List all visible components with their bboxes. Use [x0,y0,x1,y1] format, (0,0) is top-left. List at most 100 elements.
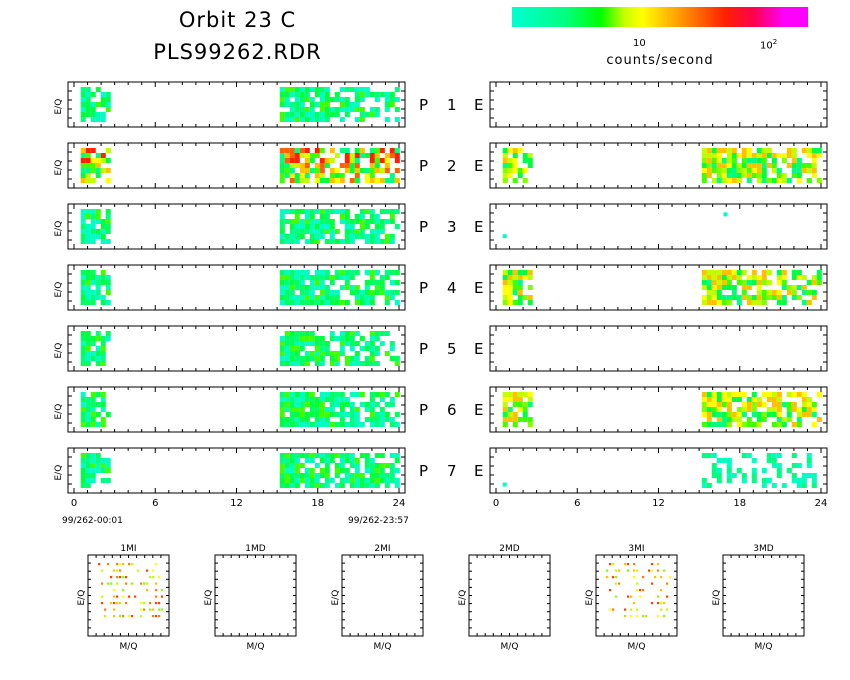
e-panel-2-cell [736,168,742,173]
e-panel-7-cell [791,463,797,468]
p-panel-7-cell [294,453,300,458]
e-panel-6-cell [512,392,518,397]
e-panel-2-cell [751,158,757,163]
p-panel-2-cell [379,158,385,163]
p-panel-1-cell [354,97,360,102]
e-panel-4-cell [522,275,528,280]
e-panel-2-cell [706,148,712,153]
e-panel-2-cell [706,153,712,158]
p-panel-3-cell [344,229,350,234]
p-panel-4-cell [294,270,300,275]
mass-panel-3mi-cell [645,615,648,618]
e-panel-2-cell [512,168,518,173]
p-panel-5-cell [349,336,355,341]
p-panel-2-cell [299,148,305,153]
e-panel-6-cell [806,402,812,407]
p-panel-6-cell [369,407,375,412]
p-panel-5-cell [299,331,305,336]
p-panel-4-cell [339,275,345,280]
p-panel-6-cell [384,392,390,397]
p-panel-6-cell [349,417,355,422]
p-panel-4-cell [85,300,91,305]
p-panel-5-cell [339,336,345,341]
e-panel-6-cell [726,422,732,427]
time-end-label: 99/262-23:57 [348,516,409,526]
e-panel-2-cell [726,148,732,153]
p-panel-4-cell [299,300,305,305]
p-panel-5-cell [329,331,335,336]
e-panel-6-cell [786,412,792,417]
p-panel-7-cell [394,478,400,483]
p-panel-6-cell [304,397,310,402]
p-panel-5-cell [289,336,295,341]
p-panel-2-cell [85,178,91,183]
e-panel-4-cell [806,280,812,285]
p-panel-5-cell [95,331,101,336]
p-panel-4-cell [324,270,330,275]
e-panel-2-cell [716,173,722,178]
e-panel-2-cell [751,168,757,173]
p-panel-6-cell [314,417,320,422]
p-panel-2-cell [344,158,350,163]
mass-panel-1mi-cell [131,563,134,566]
p-panel-7-cell [279,458,285,463]
p-panel-7-cell [369,458,375,463]
p-panel-1-cell [289,87,295,92]
p-panel-3-cell [309,214,315,219]
p-panel-1-cell [344,102,350,107]
e-panel-2-cell [701,173,707,178]
e-panel-7-cell [796,463,802,468]
p-panel-1-cell [95,117,101,122]
mass-panel-3mi-cell [627,563,630,566]
p-panel-4-cell [105,290,111,295]
p-panel-4-cell [304,290,310,295]
e-panel-6-cell [801,392,807,397]
p-panel-4-cell [95,280,101,285]
p-panel-2-cell [369,173,375,178]
p-panel-2-cell [294,158,300,163]
e-panel-7-cell [811,483,817,488]
p-panel-1-cell [324,112,330,117]
p-panel-5-cell [95,351,101,356]
p-panel-6-cell [289,402,295,407]
p-panel-3-cell [314,234,320,239]
p-panel-1-cell [294,97,300,102]
p-panel-5-cell [319,341,325,346]
e-panel-2-cell [756,168,762,173]
mass-panel-3mi-cell [636,615,639,618]
e-panel-2-cell [811,158,817,163]
p-panel-3-cell [314,239,320,244]
p-panel-3-cell [294,224,300,229]
e-panel-2-cell [731,168,737,173]
p-panel-7-cell [369,463,375,468]
p-panel-4-cell [354,295,360,300]
p-panel-6-cell [319,397,325,402]
e-panel-7-cell [781,483,787,488]
ylabel-eq: E/Q [54,404,64,420]
e-panel-2-cell [791,173,797,178]
e-panel-7-cell [726,473,732,478]
e-panel-6-cell [512,397,518,402]
p-panel-6-cell [334,397,340,402]
p-panel-5-cell [389,341,395,346]
p-panel-1-cell [289,112,295,117]
p-panel-5-cell [369,341,375,346]
e-panel-7-cell [706,453,712,458]
p-panel-5-cell [304,351,310,356]
p-panel-4-cell [389,280,395,285]
xtick-label: 6 [574,498,580,509]
p-panel-1-cell [105,92,111,97]
p-panel-4-cell [384,290,390,295]
mass-panel-3mi-cell [624,615,627,618]
p-panel-5-cell [349,346,355,351]
p-panel-7-cell [369,483,375,488]
p-panel-4-cell [289,280,295,285]
p-panel-5-cell [324,341,330,346]
p-panel-1-cell [384,107,390,112]
p-panel-5-cell [334,336,340,341]
e-panel-6-cell [706,412,712,417]
p-panel-3-cell [304,239,310,244]
p-panel-4-cell [324,295,330,300]
e-panel-2-cell [756,178,762,183]
p-panel-4-cell [344,280,350,285]
